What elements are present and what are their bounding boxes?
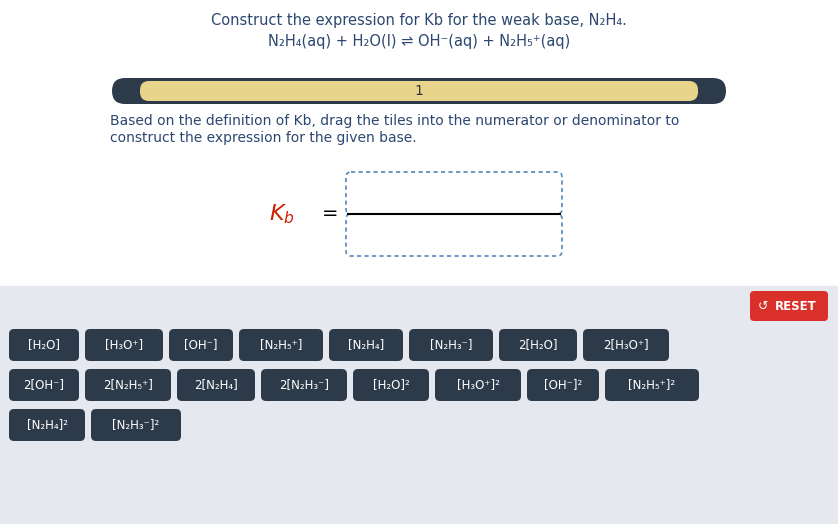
Text: 2[N₂H₄]: 2[N₂H₄]: [194, 378, 238, 391]
FancyBboxPatch shape: [112, 78, 726, 104]
Text: Based on the definition of Kb, drag the tiles into the numerator or denominator : Based on the definition of Kb, drag the …: [110, 114, 680, 128]
Text: [H₃O⁺]²: [H₃O⁺]²: [457, 378, 499, 391]
FancyBboxPatch shape: [329, 329, 403, 361]
Text: 2[N₂H₃⁻]: 2[N₂H₃⁻]: [279, 378, 329, 391]
FancyBboxPatch shape: [750, 291, 828, 321]
FancyBboxPatch shape: [85, 329, 163, 361]
Text: [N₂H₅⁺]²: [N₂H₅⁺]²: [628, 378, 675, 391]
FancyBboxPatch shape: [91, 409, 181, 441]
FancyBboxPatch shape: [605, 369, 699, 401]
Text: [OH⁻]²: [OH⁻]²: [544, 378, 582, 391]
Text: [H₃O⁺]: [H₃O⁺]: [105, 339, 143, 352]
FancyBboxPatch shape: [583, 329, 669, 361]
FancyBboxPatch shape: [239, 329, 323, 361]
Text: [H₂O]²: [H₂O]²: [373, 378, 410, 391]
Text: [OH⁻]: [OH⁻]: [184, 339, 218, 352]
FancyBboxPatch shape: [346, 172, 562, 214]
FancyBboxPatch shape: [169, 329, 233, 361]
FancyBboxPatch shape: [353, 369, 429, 401]
Text: 1: 1: [415, 84, 423, 98]
Text: Construct the expression for Kb for the weak base, N₂H₄.: Construct the expression for Kb for the …: [211, 13, 627, 28]
FancyBboxPatch shape: [140, 81, 698, 101]
Text: construct the expression for the given base.: construct the expression for the given b…: [110, 131, 416, 145]
FancyBboxPatch shape: [85, 369, 171, 401]
Text: 2[H₃O⁺]: 2[H₃O⁺]: [603, 339, 649, 352]
FancyBboxPatch shape: [9, 329, 79, 361]
Text: ↺: ↺: [758, 300, 768, 312]
FancyBboxPatch shape: [261, 369, 347, 401]
FancyBboxPatch shape: [346, 214, 562, 256]
FancyBboxPatch shape: [9, 409, 85, 441]
Text: 2[H₂O]: 2[H₂O]: [518, 339, 558, 352]
Text: [H₂O]: [H₂O]: [28, 339, 60, 352]
Text: [N₂H₅⁺]: [N₂H₅⁺]: [260, 339, 303, 352]
Text: [N₂H₄]: [N₂H₄]: [348, 339, 384, 352]
FancyBboxPatch shape: [435, 369, 521, 401]
Text: RESET: RESET: [775, 300, 817, 312]
Bar: [0, 286, 838, 524]
Text: 2[OH⁻]: 2[OH⁻]: [23, 378, 65, 391]
FancyBboxPatch shape: [499, 329, 577, 361]
Text: 2[N₂H₅⁺]: 2[N₂H₅⁺]: [103, 378, 153, 391]
Text: =: =: [322, 204, 339, 224]
Text: $K_b$: $K_b$: [269, 202, 295, 226]
FancyBboxPatch shape: [409, 329, 493, 361]
Text: N₂H₄(aq) + H₂O(l) ⇌ OH⁻(aq) + N₂H₅⁺(aq): N₂H₄(aq) + H₂O(l) ⇌ OH⁻(aq) + N₂H₅⁺(aq): [268, 34, 570, 49]
FancyBboxPatch shape: [527, 369, 599, 401]
Bar: [0, 0, 838, 286]
FancyBboxPatch shape: [177, 369, 255, 401]
FancyBboxPatch shape: [9, 369, 79, 401]
Text: [N₂H₄]²: [N₂H₄]²: [27, 419, 68, 431]
Text: [N₂H₃⁻]: [N₂H₃⁻]: [430, 339, 473, 352]
Text: [N₂H₃⁻]²: [N₂H₃⁻]²: [112, 419, 159, 431]
